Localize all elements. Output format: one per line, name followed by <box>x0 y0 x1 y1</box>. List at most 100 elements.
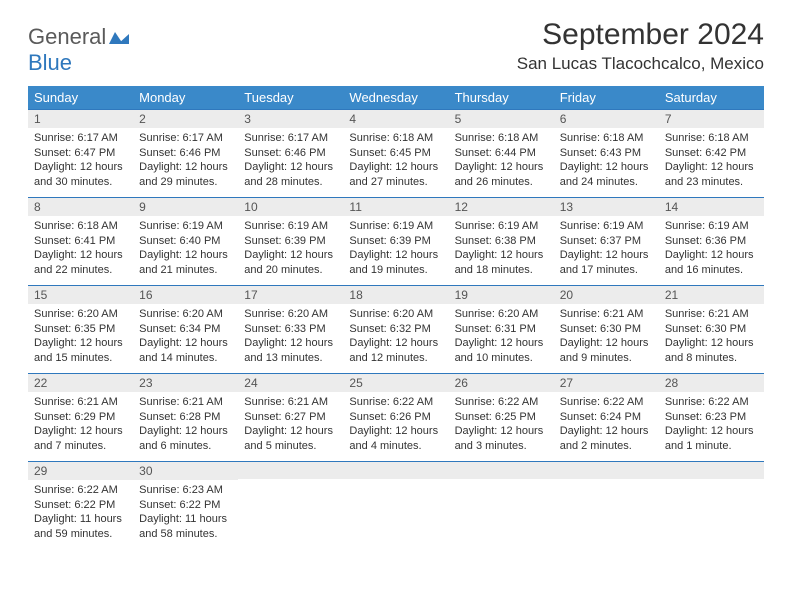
sunset-line: Sunset: 6:46 PM <box>244 146 337 161</box>
day-number: 13 <box>554 197 659 216</box>
day-details: Sunrise: 6:23 AMSunset: 6:22 PMDaylight:… <box>133 480 238 545</box>
sunrise-line: Sunrise: 6:18 AM <box>34 219 127 234</box>
day-number: 9 <box>133 197 238 216</box>
sunrise-line: Sunrise: 6:19 AM <box>560 219 653 234</box>
sunset-line: Sunset: 6:37 PM <box>560 234 653 249</box>
calendar-cell: 23Sunrise: 6:21 AMSunset: 6:28 PMDayligh… <box>133 373 238 461</box>
sunrise-line: Sunrise: 6:21 AM <box>139 395 232 410</box>
calendar-cell: 13 Sunrise: 6:19 AMSunset: 6:37 PMDayligh… <box>554 197 659 285</box>
daylight-line: Daylight: 12 hours and 10 minutes. <box>455 336 548 365</box>
sunset-line: Sunset: 6:40 PM <box>139 234 232 249</box>
weekday-header: Saturday <box>659 86 764 109</box>
empty-day <box>449 461 554 479</box>
daylight-line: Daylight: 12 hours and 22 minutes. <box>34 248 127 277</box>
calendar-cell: 15Sunrise: 6:20 AMSunset: 6:35 PMDayligh… <box>28 285 133 373</box>
calendar-cell <box>554 461 659 549</box>
day-details: Sunrise: 6:21 AMSunset: 6:27 PMDaylight:… <box>238 392 343 457</box>
daylight-line: Daylight: 12 hours and 26 minutes. <box>455 160 548 189</box>
calendar-cell: 3Sunrise: 6:17 AMSunset: 6:46 PMDaylight… <box>238 109 343 197</box>
page-header: General Blue September 2024 San Lucas Tl… <box>28 18 764 76</box>
calendar-row: 8Sunrise: 6:18 AMSunset: 6:41 PMDaylight… <box>28 197 764 285</box>
day-details: Sunrise: 6:18 AMSunset: 6:45 PMDaylight:… <box>343 128 448 193</box>
sunrise-line: Sunrise: 6:20 AM <box>349 307 442 322</box>
daylight-line: Daylight: 12 hours and 29 minutes. <box>139 160 232 189</box>
sunset-line: Sunset: 6:30 PM <box>560 322 653 337</box>
calendar-cell: 14Sunrise: 6:19 AMSunset: 6:36 PMDayligh… <box>659 197 764 285</box>
calendar-cell: 24Sunrise: 6:21 AMSunset: 6:27 PMDayligh… <box>238 373 343 461</box>
sunset-line: Sunset: 6:31 PM <box>455 322 548 337</box>
sunrise-line: Sunrise: 6:21 AM <box>244 395 337 410</box>
calendar-cell: 16Sunrise: 6:20 AMSunset: 6:34 PMDayligh… <box>133 285 238 373</box>
day-number: 26 <box>449 373 554 392</box>
day-number: 19 <box>449 285 554 304</box>
day-details: Sunrise: 6:19 AMSunset: 6:39 PMDaylight:… <box>238 216 343 281</box>
day-number: 1 <box>28 109 133 128</box>
daylight-line: Daylight: 12 hours and 19 minutes. <box>349 248 442 277</box>
sunrise-line: Sunrise: 6:20 AM <box>139 307 232 322</box>
day-details: Sunrise: 6:18 AMSunset: 6:41 PMDaylight:… <box>28 216 133 281</box>
day-number: 7 <box>659 109 764 128</box>
day-details: Sunrise: 6:18 AMSunset: 6:42 PMDaylight:… <box>659 128 764 193</box>
sunset-line: Sunset: 6:39 PM <box>244 234 337 249</box>
sunrise-line: Sunrise: 6:20 AM <box>244 307 337 322</box>
calendar-row: 29Sunrise: 6:22 AMSunset: 6:22 PMDayligh… <box>28 461 764 549</box>
calendar-cell: 11Sunrise: 6:19 AMSunset: 6:39 PMDayligh… <box>343 197 448 285</box>
calendar-row: 15Sunrise: 6:20 AMSunset: 6:35 PMDayligh… <box>28 285 764 373</box>
calendar-cell <box>659 461 764 549</box>
day-number: 29 <box>28 461 133 480</box>
calendar-cell: 17Sunrise: 6:20 AMSunset: 6:33 PMDayligh… <box>238 285 343 373</box>
daylight-line: Daylight: 11 hours and 59 minutes. <box>34 512 127 541</box>
daylight-line: Daylight: 12 hours and 24 minutes. <box>560 160 653 189</box>
day-number: 22 <box>28 373 133 392</box>
sunrise-line: Sunrise: 6:22 AM <box>34 483 127 498</box>
daylight-line: Daylight: 12 hours and 15 minutes. <box>34 336 127 365</box>
calendar-cell: 4Sunrise: 6:18 AMSunset: 6:45 PMDaylight… <box>343 109 448 197</box>
sunrise-line: Sunrise: 6:21 AM <box>34 395 127 410</box>
month-title: September 2024 <box>517 18 764 52</box>
daylight-line: Daylight: 12 hours and 12 minutes. <box>349 336 442 365</box>
daylight-line: Daylight: 12 hours and 9 minutes. <box>560 336 653 365</box>
sunset-line: Sunset: 6:39 PM <box>349 234 442 249</box>
daylight-line: Daylight: 12 hours and 17 minutes. <box>560 248 653 277</box>
sunrise-line: Sunrise: 6:19 AM <box>665 219 758 234</box>
sunset-line: Sunset: 6:32 PM <box>349 322 442 337</box>
empty-day <box>238 461 343 479</box>
sunset-line: Sunset: 6:36 PM <box>665 234 758 249</box>
sunset-line: Sunset: 6:23 PM <box>665 410 758 425</box>
day-number: 17 <box>238 285 343 304</box>
sunrise-line: Sunrise: 6:18 AM <box>455 131 548 146</box>
calendar-cell: 27Sunrise: 6:22 AMSunset: 6:24 PMDayligh… <box>554 373 659 461</box>
day-details: Sunrise: 6:18 AMSunset: 6:43 PMDaylight:… <box>554 128 659 193</box>
sunrise-line: Sunrise: 6:19 AM <box>349 219 442 234</box>
empty-day <box>554 461 659 479</box>
day-number: 15 <box>28 285 133 304</box>
calendar-cell: 29Sunrise: 6:22 AMSunset: 6:22 PMDayligh… <box>28 461 133 549</box>
day-details: Sunrise: 6:21 AMSunset: 6:30 PMDaylight:… <box>554 304 659 369</box>
calendar-cell: 6Sunrise: 6:18 AMSunset: 6:43 PMDaylight… <box>554 109 659 197</box>
sunrise-line: Sunrise: 6:23 AM <box>139 483 232 498</box>
day-number: 8 <box>28 197 133 216</box>
sunrise-line: Sunrise: 6:17 AM <box>244 131 337 146</box>
sunset-line: Sunset: 6:35 PM <box>34 322 127 337</box>
daylight-line: Daylight: 12 hours and 1 minute. <box>665 424 758 453</box>
weekday-header: Wednesday <box>343 86 448 109</box>
sunrise-line: Sunrise: 6:22 AM <box>349 395 442 410</box>
day-number: 25 <box>343 373 448 392</box>
day-details: Sunrise: 6:22 AMSunset: 6:26 PMDaylight:… <box>343 392 448 457</box>
day-details: Sunrise: 6:22 AMSunset: 6:23 PMDaylight:… <box>659 392 764 457</box>
empty-day <box>659 461 764 479</box>
day-number: 6 <box>554 109 659 128</box>
sunrise-line: Sunrise: 6:19 AM <box>139 219 232 234</box>
day-details: Sunrise: 6:21 AMSunset: 6:29 PMDaylight:… <box>28 392 133 457</box>
brand-text-1: General <box>28 24 106 49</box>
day-number: 10 <box>238 197 343 216</box>
day-number: 5 <box>449 109 554 128</box>
sunset-line: Sunset: 6:42 PM <box>665 146 758 161</box>
day-number: 30 <box>133 461 238 480</box>
sunrise-line: Sunrise: 6:19 AM <box>244 219 337 234</box>
sunrise-line: Sunrise: 6:22 AM <box>455 395 548 410</box>
daylight-line: Daylight: 12 hours and 13 minutes. <box>244 336 337 365</box>
daylight-line: Daylight: 12 hours and 16 minutes. <box>665 248 758 277</box>
day-details: Sunrise: 6:22 AMSunset: 6:24 PMDaylight:… <box>554 392 659 457</box>
calendar-cell: 10Sunrise: 6:19 AMSunset: 6:39 PMDayligh… <box>238 197 343 285</box>
